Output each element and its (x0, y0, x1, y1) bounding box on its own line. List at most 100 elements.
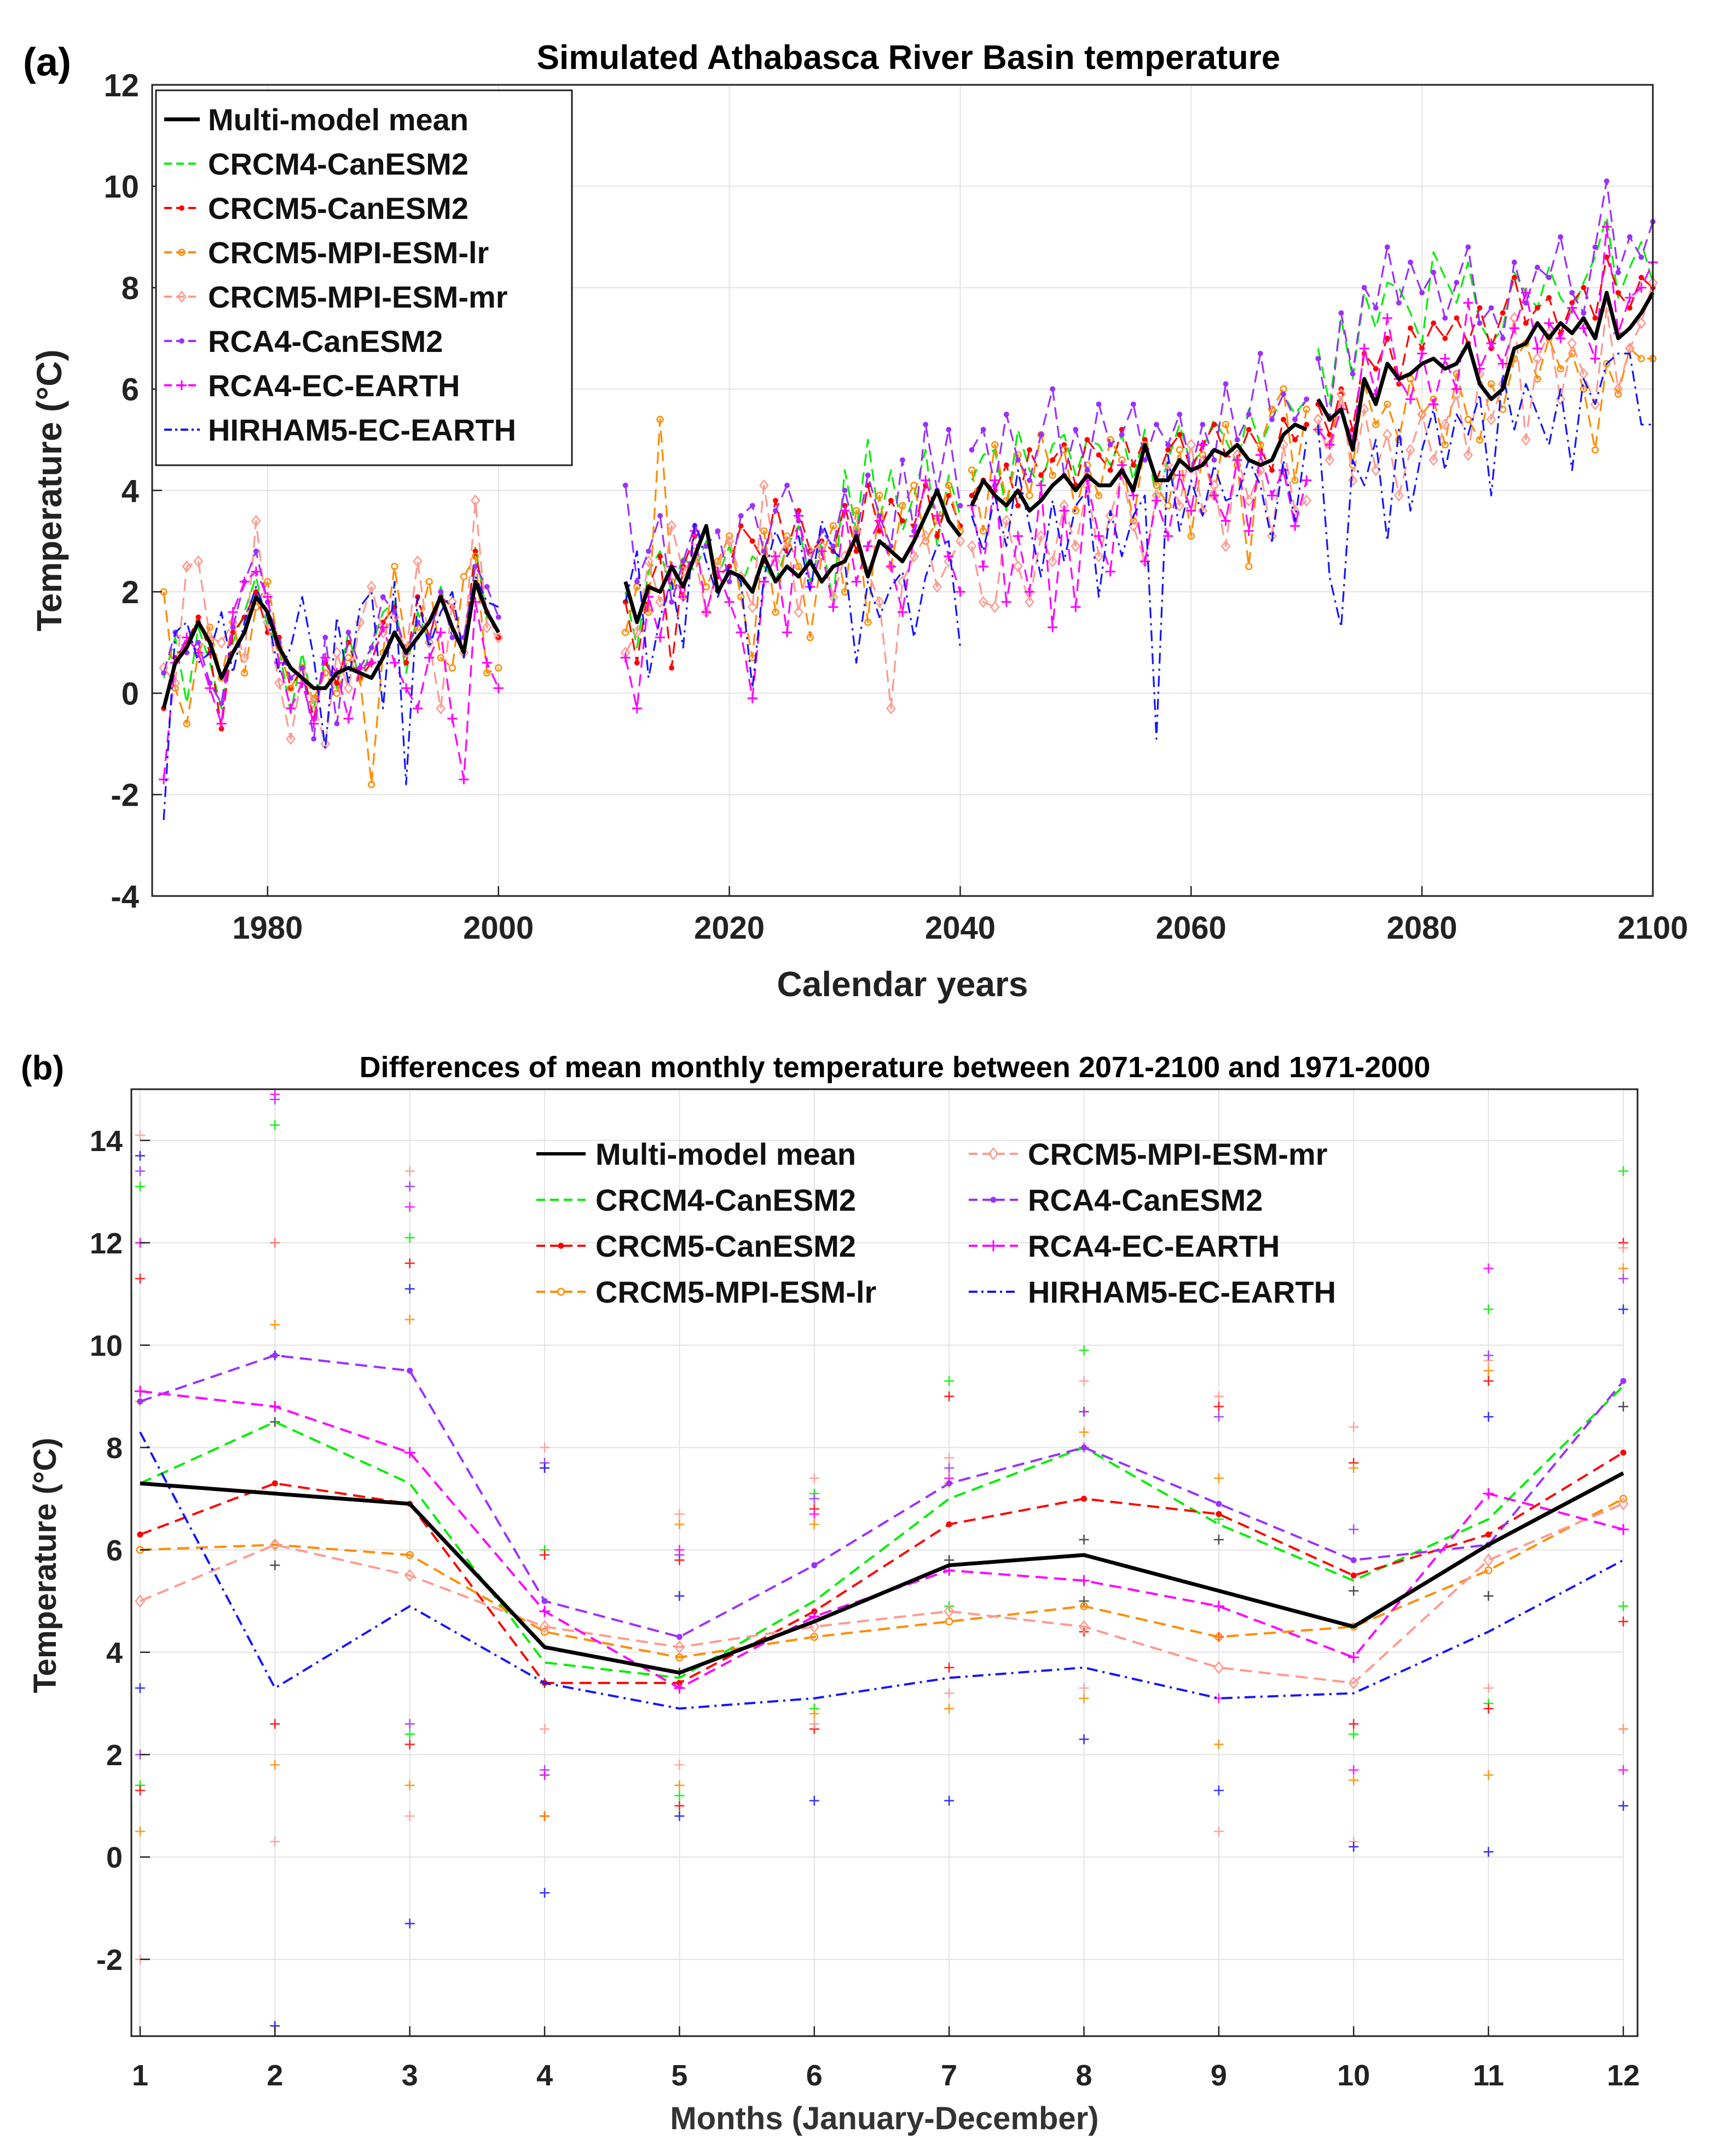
data-point-crcm5-mpi-esm-mr (482, 621, 492, 634)
data-point-crcm5-canesm2 (1027, 447, 1032, 453)
scatter-point-crcm5-mpi-esm-lr (1213, 1473, 1224, 1483)
x-tick-label: 1 (132, 2059, 148, 2092)
data-point-rca4-ec-earth (239, 576, 250, 587)
scatter-point-multi-model-mean (1349, 1586, 1359, 1596)
data-point-crcm5-canesm2 (1304, 421, 1310, 427)
data-point-crcm5-mpi-esm-lr (1464, 415, 1472, 423)
data-point-crcm5-mpi-esm-mr (1451, 388, 1462, 401)
scatter-point-crcm5-mpi-esm-lr (404, 1780, 415, 1790)
data-point-rca4-ec-earth (944, 551, 954, 562)
data-point-rca4-canesm2 (646, 548, 651, 554)
y-axis-label-b: Temperature (°C) (27, 1438, 63, 1693)
data-point-crcm5-canesm2 (1535, 305, 1541, 311)
data-point-crcm5-mpi-esm-mr (809, 1620, 820, 1633)
scatter-point-hirham5-ec-earth (944, 1795, 954, 1806)
data-point-crcm5-mpi-esm-mr (286, 732, 296, 745)
data-point-crcm5-mpi-esm-lr (368, 781, 375, 788)
data-point-crcm5-mpi-esm-lr (471, 552, 479, 560)
data-point-crcm5-canesm2 (888, 498, 894, 504)
legend-label-rca4-canesm2: RCA4-CanESM2 (1028, 1183, 1263, 1217)
data-point-crcm5-mpi-esm-lr (425, 578, 433, 586)
data-point-rca4-ec-earth (1266, 490, 1277, 501)
data-point-rca4-canesm2 (1246, 412, 1252, 418)
scatter-point-hirham5-ec-earth (135, 1683, 145, 1693)
data-point-crcm5-mpi-esm-lr (1418, 411, 1426, 418)
plot-area-b (131, 1089, 1638, 2036)
data-point-rca4-canesm2 (438, 589, 444, 595)
data-point-rca4-ec-earth (736, 627, 746, 638)
data-point-rca4-canesm2 (1130, 401, 1136, 407)
scatter-point-crcm5-mpi-esm-lr (674, 1780, 685, 1790)
scatter-point-crcm5-mpi-esm-lr (674, 1519, 685, 1529)
data-point-rca4-canesm2 (1338, 310, 1344, 316)
legend-marker-crcm5-canesm2 (558, 1242, 564, 1249)
data-point-crcm5-mpi-esm-mr (886, 702, 896, 715)
data-point-rca4-ec-earth (678, 592, 689, 602)
x-tick-label: 2 (267, 2059, 283, 2092)
y-tick-label: 2 (122, 575, 139, 610)
series-line-crcm5-canesm2 (1317, 256, 1654, 436)
scatter-point-crcm5-mpi-esm-mr (1618, 1242, 1628, 1253)
data-point-rca4-canesm2 (1615, 269, 1621, 275)
scatter-point-crcm5-mpi-esm-lr (1483, 1366, 1494, 1376)
scatter-point-hirham5-ec-earth (1483, 1412, 1494, 1422)
data-point-rca4-ec-earth (782, 627, 792, 638)
data-point-crcm5-mpi-esm-mr (794, 606, 803, 619)
data-point-rca4-canesm2 (784, 482, 790, 488)
data-point-crcm5-canesm2 (195, 614, 201, 620)
data-point-rca4-ec-earth (1483, 1488, 1494, 1499)
scatter-point-crcm5-mpi-esm-mr (944, 1453, 954, 1463)
data-point-crcm5-mpi-esm-mr (1290, 505, 1300, 517)
data-point-rca4-ec-earth (770, 551, 780, 562)
data-point-rca4-canesm2 (1003, 412, 1009, 418)
y-tick-label: 10 (103, 169, 139, 205)
scatter-point-crcm4-canesm2 (404, 1233, 415, 1243)
data-point-rca4-canesm2 (634, 579, 640, 585)
data-point-rca4-canesm2 (368, 645, 374, 651)
data-point-rca4-ec-earth (1209, 490, 1219, 501)
data-point-crcm5-mpi-esm-lr (829, 522, 837, 530)
data-point-rca4-ec-earth (1417, 348, 1427, 359)
data-point-rca4-canesm2 (391, 609, 397, 615)
x-axis-label-b: Months (January-December) (670, 2101, 1098, 2136)
data-point-crcm5-mpi-esm-lr (852, 507, 860, 515)
data-point-rca4-ec-earth (1532, 343, 1543, 354)
data-point-crcm5-mpi-esm-lr (1049, 471, 1056, 479)
data-point-crcm5-canesm2 (1084, 437, 1090, 443)
data-point-rca4-canesm2 (1350, 371, 1356, 377)
series-line-crcm4-canesm2 (140, 1385, 1624, 1679)
data-point-crcm5-mpi-esm-mr (1359, 403, 1369, 415)
legend-label-multi-model-mean: Multi-model mean (595, 1137, 856, 1171)
data-point-crcm5-mpi-esm-mr (724, 535, 734, 547)
scatter-point-hirham5-ec-earth (540, 1888, 550, 1898)
series-line-multi-model-mean (1316, 291, 1655, 452)
data-point-crcm5-mpi-esm-mr (404, 1569, 415, 1582)
data-point-rca4-canesm2 (253, 548, 259, 554)
data-point-rca4-ec-earth (539, 1605, 551, 1617)
scatter-point-crcm5-canesm2 (135, 1274, 145, 1284)
legend-marker-rca4-ec-earth (177, 380, 187, 390)
scatter-point-crcm5-canesm2 (540, 1550, 550, 1560)
series-line-multi-model-mean (970, 423, 1308, 513)
data-point-rca4-ec-earth (286, 703, 296, 714)
data-point-crcm5-canesm2 (1061, 442, 1067, 448)
x-tick-label: 3 (402, 2059, 418, 2092)
series-line-crcm4-canesm2 (971, 393, 1308, 512)
scatter-point-crcm4-canesm2 (135, 1181, 145, 1192)
data-point-rca4-canesm2 (1361, 285, 1367, 291)
y-tick-label: 8 (106, 1432, 123, 1465)
data-point-rca4-canesm2 (1038, 432, 1044, 438)
data-point-crcm5-mpi-esm-lr (1441, 441, 1449, 449)
scatter-point-crcm5-canesm2 (135, 1785, 145, 1796)
panel-label-a: (a) (23, 41, 71, 84)
data-point-rca4-canesm2 (1620, 1378, 1627, 1384)
data-point-crcm5-mpi-esm-lr (714, 558, 722, 565)
data-point-crcm5-mpi-esm-lr (264, 578, 271, 586)
data-point-rca4-canesm2 (1604, 178, 1610, 184)
scatter-point-crcm5-mpi-esm-mr (1079, 1683, 1089, 1693)
y-tick-label: 12 (103, 68, 139, 103)
data-point-crcm5-mpi-esm-lr (876, 492, 883, 499)
data-point-crcm5-mpi-esm-lr (945, 1617, 953, 1626)
legend-label-crcm5-canesm2: CRCM5-CanESM2 (595, 1229, 856, 1263)
